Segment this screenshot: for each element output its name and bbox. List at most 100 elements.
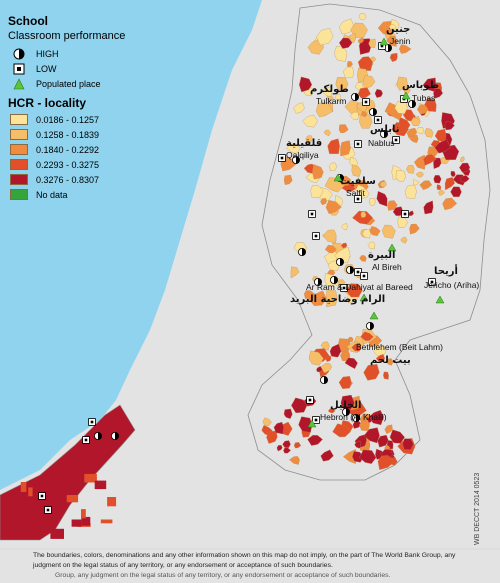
school-low-marker bbox=[82, 436, 90, 444]
legend-class-label-4: 0.3276 - 0.8307 bbox=[36, 174, 100, 185]
locality-polygon bbox=[412, 178, 420, 186]
locality-polygon bbox=[29, 480, 42, 487]
locality-polygon bbox=[316, 28, 334, 46]
locality-polygon bbox=[444, 121, 455, 131]
locality-polygon bbox=[332, 423, 351, 438]
locality-polygon bbox=[379, 180, 387, 188]
locality-polygon bbox=[81, 516, 91, 526]
label-jericho: Jericho (Ariha) bbox=[424, 280, 480, 290]
locality-polygon bbox=[335, 77, 349, 92]
legend: School Classroom performance HIGH LOW Po… bbox=[8, 14, 168, 202]
locality-polygon bbox=[433, 175, 442, 184]
locality-polygon bbox=[423, 200, 434, 215]
locality-polygon bbox=[347, 61, 353, 68]
locality-polygon bbox=[386, 35, 397, 47]
locality-polygon bbox=[368, 38, 376, 48]
low-performance-icon bbox=[8, 63, 30, 75]
legend-class-label-3: 0.2293 - 0.3275 bbox=[36, 159, 100, 170]
locality-polygon bbox=[433, 88, 443, 99]
label-bethlehem: Bethlehem (Beit Lahm) bbox=[356, 342, 443, 352]
locality-polygon bbox=[94, 463, 102, 468]
legend-populated: Populated place bbox=[8, 76, 168, 91]
gaza-strip bbox=[0, 404, 136, 541]
locality-polygon bbox=[340, 394, 355, 411]
legend-low: LOW bbox=[8, 61, 168, 76]
locality-polygon bbox=[357, 87, 371, 99]
school-low-marker bbox=[374, 116, 382, 124]
school-high-marker bbox=[94, 431, 103, 440]
locality-polygon bbox=[360, 211, 367, 218]
school-low-marker bbox=[392, 136, 400, 144]
locality-polygon bbox=[363, 427, 380, 444]
locality-polygon bbox=[387, 200, 398, 211]
legend-high-label: HIGH bbox=[36, 48, 59, 59]
label-aram-ar: الرام وضاحية البريد bbox=[290, 294, 386, 305]
locality-polygon bbox=[273, 421, 284, 435]
populated-place-marker bbox=[333, 173, 343, 182]
school-low-marker bbox=[354, 140, 362, 148]
locality-polygon bbox=[315, 102, 334, 118]
school-high-marker bbox=[345, 265, 354, 274]
school-low-marker bbox=[428, 278, 436, 286]
school-high-marker bbox=[365, 321, 374, 330]
label-tubas: Tubas bbox=[412, 93, 436, 103]
label-qalqiliya: Qalqiliya bbox=[286, 150, 319, 160]
populated-place-marker bbox=[401, 91, 411, 100]
locality-polygon bbox=[374, 88, 383, 98]
locality-polygon bbox=[369, 198, 376, 206]
locality-polygon bbox=[107, 497, 117, 507]
locality-polygon bbox=[406, 165, 415, 174]
legend-swatch-3 bbox=[10, 159, 28, 170]
locality-polygon bbox=[20, 482, 27, 492]
locality-polygon bbox=[28, 487, 33, 497]
locality-polygon bbox=[367, 241, 376, 250]
locality-polygon bbox=[50, 494, 61, 502]
school-high-marker bbox=[368, 108, 377, 117]
locality-polygon bbox=[66, 495, 79, 503]
locality-polygon bbox=[335, 93, 342, 102]
disclaimer-text: The boundaries, colors, denominations an… bbox=[33, 552, 456, 569]
locality-polygon bbox=[359, 113, 373, 129]
label-hebron: Hebron (Al Khalil) bbox=[320, 412, 387, 422]
school-low-marker bbox=[362, 98, 370, 106]
school-low-marker bbox=[308, 210, 316, 218]
locality-polygon bbox=[362, 75, 376, 89]
disclaimer-duplicate-line: Group, any judgment on the legal status … bbox=[55, 572, 391, 579]
locality-polygon bbox=[402, 438, 414, 450]
high-performance-icon bbox=[8, 48, 30, 60]
locality-polygon bbox=[94, 480, 107, 490]
legend-performance-title: Classroom performance bbox=[8, 30, 126, 42]
school-high-marker bbox=[297, 247, 306, 256]
locality-polygon bbox=[282, 440, 291, 448]
locality-polygon bbox=[392, 206, 404, 216]
locality-polygon bbox=[352, 451, 364, 463]
legend-swatch-2 bbox=[10, 144, 28, 155]
locality-polygon bbox=[409, 134, 419, 143]
populated-place-icon bbox=[8, 77, 30, 90]
locality-polygon bbox=[416, 127, 425, 135]
school-low-marker bbox=[340, 284, 348, 292]
school-low-marker bbox=[312, 232, 320, 240]
label-salfit-ar: سلفيت bbox=[340, 176, 376, 187]
locality-polygon bbox=[343, 66, 355, 79]
locality-polygon bbox=[354, 440, 361, 449]
label-tulkarm: Tulkarm bbox=[316, 96, 347, 106]
locality-polygon bbox=[368, 410, 384, 426]
locality-polygon bbox=[410, 117, 421, 126]
school-high-marker bbox=[111, 431, 120, 440]
locality-polygon bbox=[444, 177, 455, 191]
label-jenin: Jenin bbox=[390, 36, 411, 46]
locality-polygon bbox=[293, 102, 305, 114]
school-high-marker bbox=[329, 275, 338, 284]
label-jenin-ar: جنين bbox=[386, 24, 411, 35]
locality-polygon bbox=[283, 174, 293, 185]
locality-polygon bbox=[308, 290, 327, 306]
locality-polygon bbox=[369, 226, 381, 237]
school-low-marker bbox=[88, 418, 96, 426]
map-stamp: WB DECCT 2014 0523 bbox=[474, 472, 481, 545]
locality-polygon bbox=[385, 358, 394, 366]
locality-polygon bbox=[339, 37, 353, 49]
locality-polygon bbox=[329, 162, 337, 172]
locality-polygon bbox=[381, 224, 396, 239]
